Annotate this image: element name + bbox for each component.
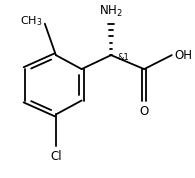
Text: CH$_3$: CH$_3$ <box>20 14 42 28</box>
Text: OH: OH <box>175 49 192 62</box>
Text: &1: &1 <box>117 53 129 62</box>
Text: Cl: Cl <box>50 150 62 163</box>
Text: O: O <box>140 105 149 118</box>
Text: NH$_2$: NH$_2$ <box>99 4 123 19</box>
